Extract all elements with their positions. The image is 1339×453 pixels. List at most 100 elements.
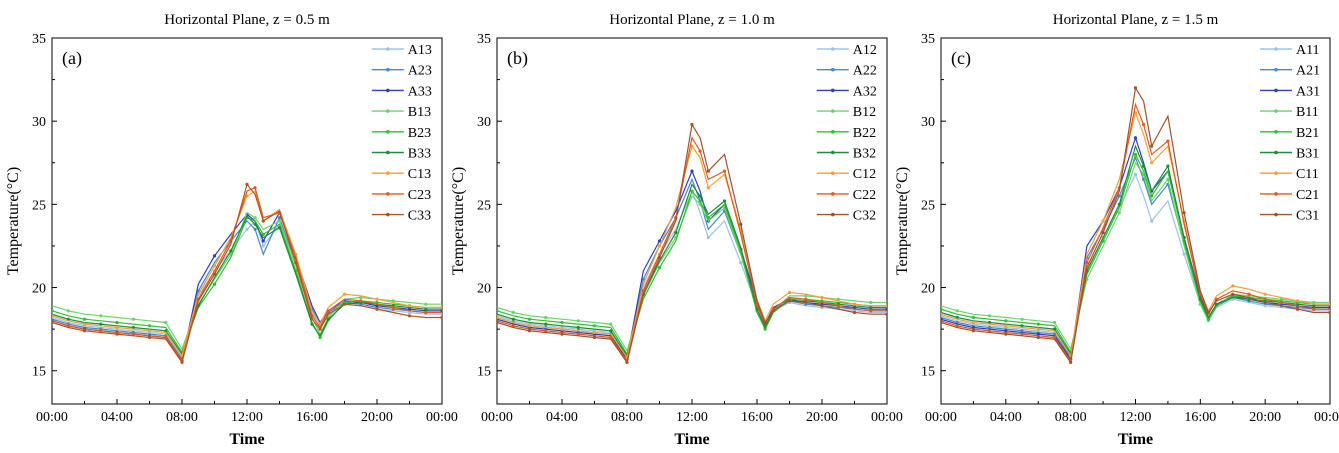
series-line-C32 [497,122,887,364]
data-point-B31 [1166,164,1170,168]
data-point-C32 [820,304,824,308]
data-point-C21 [1312,307,1316,311]
data-point-C13 [147,329,152,333]
data-point-A13 [261,244,265,248]
plot-frame [940,37,1331,405]
data-point-A32 [852,305,857,310]
legend-dot-B12 [831,109,835,113]
data-point-C13 [52,314,54,318]
data-point-A21 [988,325,992,330]
series-line-C31 [941,86,1330,364]
data-point-C13 [342,292,347,296]
data-point-B31 [1142,164,1146,168]
data-point-C31 [971,329,976,333]
data-point-B33 [424,307,428,311]
data-point-B21 [941,307,943,311]
data-point-C31 [1231,292,1235,296]
data-point-A23 [277,216,282,220]
data-point-B13 [164,320,168,325]
data-point-C21 [1085,261,1089,265]
data-point-C23 [424,310,428,315]
data-point-C13 [440,305,442,310]
data-point-B33 [326,317,330,321]
data-point-A32 [657,239,662,243]
legend-label-C33: C33 [408,209,431,224]
data-point-C31 [1004,332,1008,336]
panel-label: (a) [62,48,82,69]
legend-dot-C13 [386,171,390,175]
legend-dot-B23 [386,130,390,134]
data-point-C33 [52,320,54,325]
data-point-A31 [1133,136,1138,140]
data-point-B33 [99,322,103,326]
data-point-B21 [1133,152,1138,157]
legend-label-A12: A12 [853,43,877,58]
data-point-A33 [407,307,412,311]
data-point-A21 [1052,332,1057,336]
data-point-C32 [885,312,887,316]
y-tick-label: 35 [921,32,935,47]
data-point-C12 [885,304,887,308]
legend-label-B23: B23 [408,126,431,141]
data-point-C11 [1004,324,1008,328]
data-point-B31 [1020,324,1024,328]
series-line-C11 [941,110,1330,358]
data-point-A32 [690,169,694,173]
legend-dot-C33 [386,212,390,217]
data-point-C11 [1231,284,1235,288]
x-axis-title: Time [229,431,264,448]
data-point-C21 [1142,122,1146,127]
data-point-C11 [1133,111,1138,115]
legend: A11 A21 A31 B11 B21 B31 C11 C21 C31 [1259,43,1320,224]
legend-label-B13: B13 [408,105,431,120]
data-point-B32 [576,325,580,330]
panel-label: (c) [951,48,971,69]
data-point-A32 [885,307,887,311]
data-point-C33 [318,327,322,331]
data-point-B13 [391,299,395,303]
y-tick-label: 20 [32,282,46,297]
data-point-A22 [804,302,808,306]
data-point-C33 [342,302,347,306]
data-point-B11 [1312,300,1316,305]
legend-label-A32: A32 [853,84,877,99]
legend-dot-A22 [831,67,835,72]
data-point-B32 [674,231,678,235]
data-point-A31 [1328,305,1330,310]
data-point-B22 [820,299,824,303]
legend-dot-B31 [1274,150,1278,155]
data-point-B13 [131,317,135,321]
series-line-C33 [52,183,442,364]
data-point-C31 [1101,231,1105,235]
data-point-C31 [1069,360,1073,364]
legend-dot-C32 [831,212,835,217]
data-point-B21 [1004,319,1008,323]
data-point-B23 [261,232,265,236]
series-group [52,182,442,364]
series-line-A23 [52,216,442,361]
data-point-B13 [424,302,428,306]
data-point-C22 [698,149,702,153]
data-point-C12 [497,315,499,320]
chart-panel-3: Horizontal Plane, z = 1.5 m 15 20 25 30 35 00:… [894,12,1339,448]
series-line-A33 [52,211,442,363]
data-point-C13 [115,325,119,330]
data-point-A31 [1004,329,1008,333]
y-tick-label: 15 [32,365,46,380]
data-point-B12 [804,294,808,298]
data-point-B31 [1214,302,1219,306]
data-point-A13 [440,312,442,316]
data-point-C12 [592,330,597,335]
data-point-C33 [407,314,412,318]
y-tick-label: 30 [32,115,46,130]
x-tick-label: 04:00 [546,410,578,425]
data-point-C32 [527,329,532,333]
data-point-A12 [739,261,743,265]
data-point-B32 [722,199,727,203]
data-point-B31 [1312,304,1316,308]
data-point-C22 [544,329,548,333]
data-point-B21 [1150,194,1154,198]
data-point-C23 [253,186,257,190]
data-point-A21 [1020,329,1024,333]
chart-panel-1: Horizontal Plane, z = 0.5 m 15 20 25 30 35 00:… [5,12,458,448]
